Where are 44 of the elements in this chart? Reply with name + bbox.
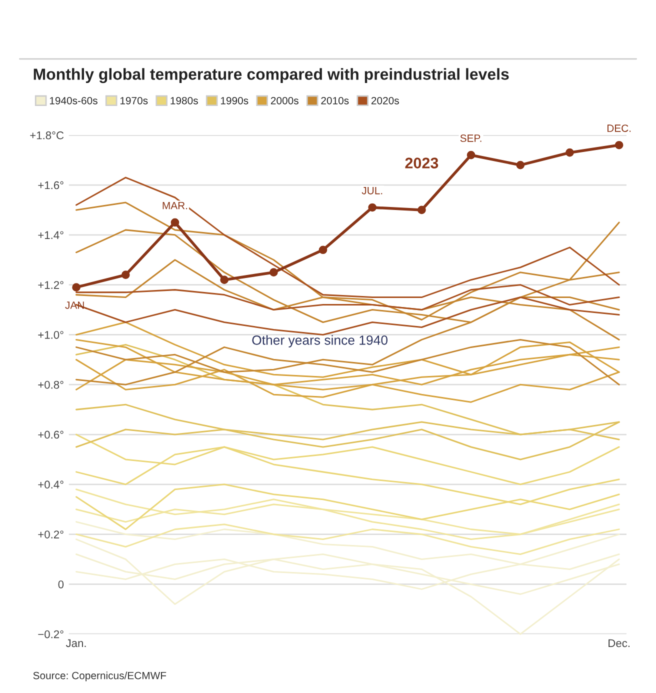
y-tick-label: +0.8°	[38, 380, 64, 389]
legend-label: 1940s-60s	[50, 96, 98, 104]
point	[614, 140, 624, 150]
y-tick-label: +0.4°	[38, 480, 64, 489]
legend-label: 2020s	[371, 96, 399, 104]
point	[72, 283, 80, 292]
line-series	[76, 538, 620, 635]
y-tick-label: +1.0°	[38, 330, 64, 339]
source-note: Source: Copernicus/ECMWF	[33, 672, 166, 682]
annotation: JUL.	[362, 187, 382, 194]
legend-label: 2000s	[270, 96, 298, 104]
point	[566, 148, 574, 157]
y-tick-label: +0.6°	[38, 430, 64, 439]
point	[516, 160, 525, 170]
legend-label: 1970s	[120, 96, 148, 104]
legend-label: 1990s	[220, 96, 248, 104]
annotation: MAR.	[162, 202, 188, 210]
annotation: DEC.	[607, 124, 631, 132]
x-tick-label: Jan.	[66, 639, 86, 648]
y-tick-label: −0.2°	[38, 630, 64, 638]
chart-title: Monthly global temperature compared with preindustrial levels	[34, 68, 509, 84]
line-series	[76, 176, 620, 298]
point	[220, 276, 228, 284]
point	[121, 270, 130, 280]
annotation: Other years since 1940	[252, 335, 388, 348]
y-tick-label: +1.2°	[38, 281, 64, 289]
series-label: 2023	[405, 158, 438, 168]
x-tick-label: Dec.	[608, 639, 630, 648]
y-tick-label: +1.8°C	[30, 131, 64, 140]
legend-label: 1980s	[170, 96, 198, 104]
y-tick-label: +0.2°	[38, 530, 64, 538]
annotation: JAN.	[65, 302, 87, 309]
annotation: SEP.	[460, 134, 482, 142]
y-tick-label: +1.4°	[38, 231, 64, 239]
legend-label: 2010s	[321, 96, 349, 104]
point	[368, 203, 377, 212]
y-tick-label: +1.6°	[38, 181, 64, 190]
y-tick-label: 0	[58, 580, 64, 588]
point	[170, 218, 180, 227]
point	[318, 246, 328, 254]
point	[269, 268, 278, 277]
point	[466, 150, 476, 160]
point	[418, 206, 426, 214]
line-series	[76, 524, 620, 556]
